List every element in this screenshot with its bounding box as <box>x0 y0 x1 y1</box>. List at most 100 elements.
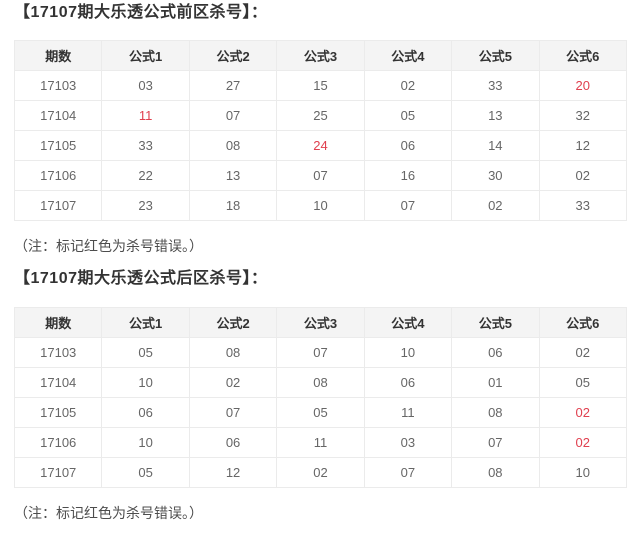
kill-number-cell: 18 <box>188 190 278 221</box>
period-cell: 17104 <box>13 367 103 398</box>
kill-number-cell: 27 <box>188 70 278 101</box>
back-zone-note: （注：标记红色为杀号错误。） <box>14 505 203 521</box>
period-cell: 17106 <box>13 160 103 191</box>
period-cell: 17107 <box>13 190 103 221</box>
column-header: 公式5 <box>451 40 540 71</box>
kill-number-cell: 10 <box>363 337 453 368</box>
column-header: 公式5 <box>451 307 540 338</box>
column-header: 期数 <box>13 40 103 71</box>
kill-number-cell: 07 <box>276 160 365 191</box>
table-row: 17106 10 06 11 03 07 02 <box>13 427 628 458</box>
table-row: 17107 05 12 02 07 08 10 <box>13 457 628 488</box>
kill-number-cell: 07 <box>363 457 453 488</box>
kill-number-cell: 08 <box>451 397 540 428</box>
period-cell: 17107 <box>13 457 103 488</box>
kill-number-cell: 16 <box>363 160 453 191</box>
kill-number-cell: 12 <box>538 130 628 161</box>
table-row: 17105 33 08 24 06 14 12 <box>13 130 628 161</box>
kill-number-cell: 05 <box>538 367 628 398</box>
kill-number-cell: 02 <box>538 337 628 368</box>
kill-number-cell: 11 <box>101 100 190 131</box>
kill-number-cell: 06 <box>188 427 278 458</box>
table-row: 17104 11 07 25 05 13 32 <box>13 100 628 131</box>
kill-number-cell: 32 <box>538 100 628 131</box>
kill-number-cell: 06 <box>363 367 453 398</box>
header-row: 期数 公式1 公式2 公式3 公式4 公式5 公式6 <box>13 307 628 338</box>
kill-number-cell: 20 <box>538 70 628 101</box>
kill-number-cell: 07 <box>276 337 365 368</box>
kill-number-cell: 10 <box>101 367 190 398</box>
column-header: 公式1 <box>101 40 190 71</box>
kill-number-cell: 10 <box>101 427 190 458</box>
kill-number-cell: 02 <box>188 367 278 398</box>
period-cell: 17104 <box>13 100 103 131</box>
kill-number-cell: 10 <box>276 190 365 221</box>
kill-number-cell: 10 <box>538 457 628 488</box>
kill-number-cell: 08 <box>451 457 540 488</box>
kill-number-cell: 13 <box>451 100 540 131</box>
column-header: 公式3 <box>276 307 365 338</box>
table-row: 17103 05 08 07 10 06 02 <box>13 337 628 368</box>
column-header: 公式2 <box>188 307 278 338</box>
period-cell: 17106 <box>13 427 103 458</box>
kill-number-cell: 01 <box>451 367 540 398</box>
kill-number-cell: 33 <box>451 70 540 101</box>
kill-number-cell: 06 <box>451 337 540 368</box>
kill-number-cell: 07 <box>363 190 453 221</box>
table-row: 17106 22 13 07 16 30 02 <box>13 160 628 191</box>
front-zone-note: （注：标记红色为杀号错误。） <box>14 238 203 254</box>
column-header: 公式4 <box>363 40 453 71</box>
kill-number-cell: 33 <box>101 130 190 161</box>
kill-number-cell: 02 <box>538 397 628 428</box>
kill-number-cell: 03 <box>101 70 190 101</box>
kill-number-cell: 07 <box>188 100 278 131</box>
period-cell: 17103 <box>13 70 103 101</box>
kill-number-cell: 03 <box>363 427 453 458</box>
article-content: 【17107期大乐透公式前区杀号】： 期数 公式1 公式2 公式3 公式4 公式5 公式6 1… <box>13 2 628 523</box>
kill-number-cell: 05 <box>101 337 190 368</box>
kill-number-cell: 05 <box>101 457 190 488</box>
kill-number-cell: 08 <box>188 130 278 161</box>
period-cell: 17105 <box>13 397 103 428</box>
table-row: 17105 06 07 05 11 08 02 <box>13 397 628 428</box>
kill-number-cell: 05 <box>363 100 453 131</box>
column-header: 公式6 <box>538 40 628 71</box>
kill-number-cell: 22 <box>101 160 190 191</box>
column-header: 公式1 <box>101 307 190 338</box>
column-header: 公式4 <box>363 307 453 338</box>
header-row: 期数 公式1 公式2 公式3 公式4 公式5 公式6 <box>13 40 628 71</box>
kill-number-cell: 25 <box>276 100 365 131</box>
kill-number-cell: 12 <box>188 457 278 488</box>
kill-number-cell: 07 <box>451 427 540 458</box>
period-cell: 17105 <box>13 130 103 161</box>
kill-number-cell: 08 <box>188 337 278 368</box>
kill-number-cell: 02 <box>538 427 628 458</box>
kill-number-cell: 33 <box>538 190 628 221</box>
front-zone-section: 【17107期大乐透公式前区杀号】： 期数 公式1 公式2 公式3 公式4 公式5 公式6 1… <box>13 2 628 256</box>
kill-number-cell: 02 <box>538 160 628 191</box>
kill-number-cell: 23 <box>101 190 190 221</box>
kill-number-cell: 13 <box>188 160 278 191</box>
kill-number-cell: 11 <box>363 397 453 428</box>
front-zone-kill-table: 期数 公式1 公式2 公式3 公式4 公式5 公式6 17103 03 27 15 02 33 20 171… <box>13 40 628 221</box>
period-cell: 17103 <box>13 337 103 368</box>
kill-number-cell: 11 <box>276 427 365 458</box>
column-header: 公式2 <box>188 40 278 71</box>
front-zone-title: 【17107期大乐透公式前区杀号】： <box>14 4 268 21</box>
column-header: 公式6 <box>538 307 628 338</box>
kill-number-cell: 14 <box>451 130 540 161</box>
kill-number-cell: 05 <box>276 397 365 428</box>
kill-number-cell: 30 <box>451 160 540 191</box>
kill-number-cell: 06 <box>101 397 190 428</box>
column-header: 期数 <box>13 307 103 338</box>
kill-number-cell: 02 <box>276 457 365 488</box>
table-row: 17103 03 27 15 02 33 20 <box>13 70 628 101</box>
back-zone-section: 【17107期大乐透公式后区杀号】： 期数 公式1 公式2 公式3 公式4 公式5 公式6 1… <box>13 268 628 523</box>
kill-number-cell: 06 <box>363 130 453 161</box>
back-zone-title: 【17107期大乐透公式后区杀号】： <box>14 270 268 287</box>
kill-number-cell: 02 <box>451 190 540 221</box>
back-zone-kill-table: 期数 公式1 公式2 公式3 公式4 公式5 公式6 17103 05 08 07 10 06 02 171… <box>13 307 628 488</box>
table-row: 17104 10 02 08 06 01 05 <box>13 367 628 398</box>
kill-number-cell: 08 <box>276 367 365 398</box>
table-row: 17107 23 18 10 07 02 33 <box>13 190 628 221</box>
